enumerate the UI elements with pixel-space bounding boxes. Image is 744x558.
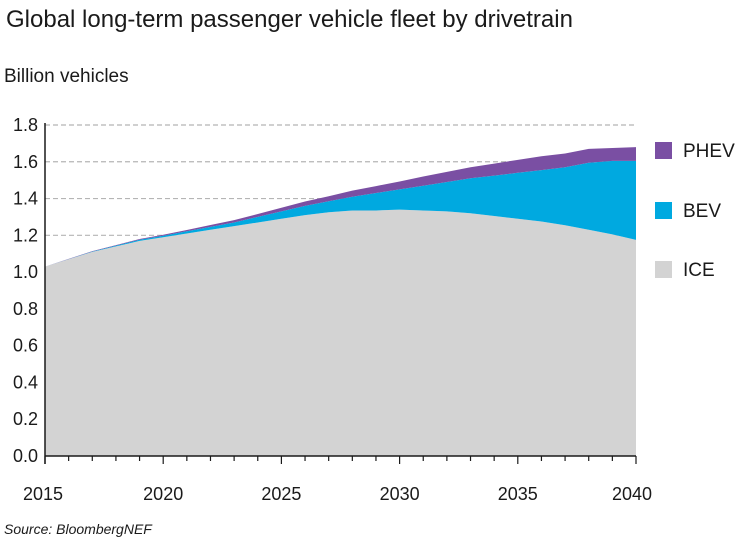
y-tick-label: 1.8: [13, 115, 38, 135]
x-tick-label: 2020: [143, 484, 183, 504]
area-ice: [45, 209, 636, 456]
x-tick-label: 2025: [261, 484, 301, 504]
y-tick-label: 0.8: [13, 299, 38, 319]
legend-item-phev: PHEV: [655, 141, 735, 162]
y-axis-unit-label: Billion vehicles: [4, 66, 129, 87]
y-tick-label: 1.0: [13, 262, 38, 282]
y-tick-label: 0.4: [13, 372, 38, 392]
y-tick-label: 0.0: [13, 446, 38, 466]
x-tick-labels: 2015 2020 2025 2030 2035 2040: [23, 484, 652, 504]
y-tick-label: 1.4: [13, 189, 38, 209]
legend-item-ice: ICE: [655, 260, 715, 281]
y-tick-labels: 0.0 0.2 0.4 0.6 0.8 1.0 1.2 1.4 1.6 1.8: [13, 115, 38, 466]
area-bev: [45, 160, 636, 267]
legend-label-ice: ICE: [683, 260, 715, 281]
legend-swatch-bev: [655, 202, 672, 219]
legend-label-bev: BEV: [683, 201, 721, 222]
legend-swatch-ice: [655, 261, 672, 278]
source-note: Source: BloombergNEF: [4, 521, 152, 537]
legend-label-phev: PHEV: [683, 141, 735, 162]
area-phev: [45, 147, 636, 267]
y-tick-label: 0.6: [13, 336, 38, 356]
plot-areas: [45, 147, 636, 456]
x-tick-label: 2035: [498, 484, 538, 504]
y-tick-label: 1.6: [13, 152, 38, 172]
x-tick-label: 2015: [23, 484, 63, 504]
chart-title: Global long-term passenger vehicle fleet…: [6, 6, 573, 33]
legend-item-bev: BEV: [655, 201, 721, 222]
x-tick-label: 2030: [380, 484, 420, 504]
y-tick-label: 1.2: [13, 225, 38, 245]
axes: [44, 123, 637, 464]
x-tick-label: 2040: [612, 484, 652, 504]
y-tick-label: 0.2: [13, 409, 38, 429]
legend-swatch-phev: [655, 142, 672, 159]
legend: PHEV BEV ICE: [655, 141, 735, 281]
